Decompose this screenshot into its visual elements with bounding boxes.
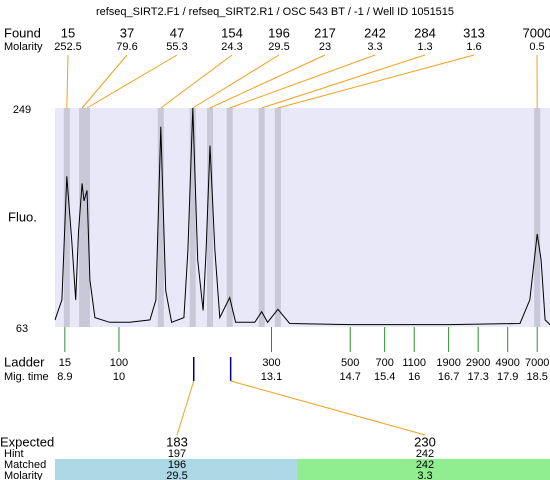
- expected-value: 183: [166, 434, 188, 449]
- y-axis-label: Fluo.: [8, 209, 37, 224]
- peak-band: [157, 108, 164, 327]
- matched-band: [297, 459, 550, 480]
- peak-band: [83, 108, 90, 327]
- found-molarity: 1.6: [466, 41, 481, 53]
- peak-leader: [261, 54, 426, 109]
- matched-band: [55, 459, 297, 480]
- found-molarity: 24.3: [221, 41, 242, 53]
- found-molarity: 55.3: [166, 41, 187, 53]
- peak-band: [79, 108, 86, 327]
- expected-molarity: 29.5: [166, 470, 187, 480]
- found-size: 47: [170, 25, 184, 40]
- mig-time: 13.1: [261, 371, 282, 383]
- found-label: Found: [4, 25, 41, 40]
- found-size: 284: [414, 25, 436, 40]
- peak-leader: [192, 54, 280, 109]
- mig-time: 16: [408, 371, 420, 383]
- ladder-label: Ladder: [4, 354, 45, 369]
- ladder-size: 1900: [436, 357, 460, 369]
- peak-leader: [86, 54, 178, 109]
- ladder-size: 500: [341, 357, 359, 369]
- mig-time: 10: [113, 371, 125, 383]
- found-molarity: 0.5: [529, 41, 544, 53]
- found-size: 217: [314, 25, 336, 40]
- mig-time: 16.7: [438, 371, 459, 383]
- matched-value: 242: [416, 459, 434, 471]
- found-molarity: 252.5: [54, 41, 82, 53]
- peak-leader: [277, 54, 475, 109]
- expected-row-label: Matched: [4, 459, 46, 471]
- mig-time: 17.9: [497, 371, 518, 383]
- expected-value: 230: [414, 434, 436, 449]
- found-size: 37: [120, 25, 134, 40]
- molarity-label: Molarity: [4, 41, 43, 53]
- found-molarity: 79.6: [116, 41, 137, 53]
- ladder-size: 7000: [525, 357, 549, 369]
- peak-leader: [160, 54, 233, 109]
- mig-time: 15.4: [374, 371, 395, 383]
- found-molarity: 3.3: [367, 41, 382, 53]
- ladder-size: 700: [375, 357, 393, 369]
- y-tick-label: 63: [16, 323, 28, 335]
- peak-band: [206, 108, 213, 327]
- found-size: 7000: [523, 25, 550, 40]
- plot-area: [55, 108, 550, 327]
- mig-time-label: Mig. time: [4, 371, 49, 383]
- ladder-size: 300: [262, 357, 280, 369]
- ladder-size: 100: [110, 357, 128, 369]
- found-molarity: 1.3: [417, 41, 432, 53]
- found-size: 15: [61, 25, 75, 40]
- chart-title: refseq_SIRT2.F1 / refseq_SIRT2.R1 / OSC …: [96, 6, 454, 18]
- trace: [54, 107, 550, 326]
- y-tick-label: 249: [13, 104, 31, 116]
- peak-leader: [66, 54, 69, 109]
- peak-leader: [229, 54, 376, 109]
- peak-band: [258, 108, 265, 327]
- found-molarity: 29.5: [268, 41, 289, 53]
- peak-band: [226, 108, 233, 327]
- found-size: 196: [268, 25, 290, 40]
- peak-band: [63, 108, 70, 327]
- peak-band: [189, 108, 196, 327]
- hint-value: 242: [416, 448, 434, 460]
- expected-molarity: 3.3: [417, 470, 432, 480]
- peak-band: [274, 108, 281, 327]
- peak-band: [534, 108, 541, 327]
- expected-row-label: Molarity: [4, 470, 43, 480]
- found-size: 154: [221, 25, 243, 40]
- ladder-size: 4900: [495, 357, 519, 369]
- ladder-size: 15: [59, 357, 71, 369]
- mig-time: 14.7: [340, 371, 361, 383]
- found-size: 242: [364, 25, 386, 40]
- mig-time: 17.3: [467, 371, 488, 383]
- hint-value: 197: [168, 448, 186, 460]
- expected-leader: [230, 380, 426, 436]
- peak-leader: [81, 54, 128, 109]
- mig-time: 18.5: [526, 371, 547, 383]
- matched-value: 196: [168, 459, 186, 471]
- ladder-size: 1100: [402, 357, 426, 369]
- expected-leader: [176, 380, 195, 436]
- ladder-size: 2900: [466, 357, 490, 369]
- found-molarity: 23: [319, 41, 331, 53]
- expected-row-label: Expected: [0, 434, 54, 449]
- mig-time: 8.9: [57, 371, 72, 383]
- found-size: 313: [463, 25, 485, 40]
- peak-leader: [209, 54, 326, 109]
- expected-row-label: Hint: [4, 448, 24, 460]
